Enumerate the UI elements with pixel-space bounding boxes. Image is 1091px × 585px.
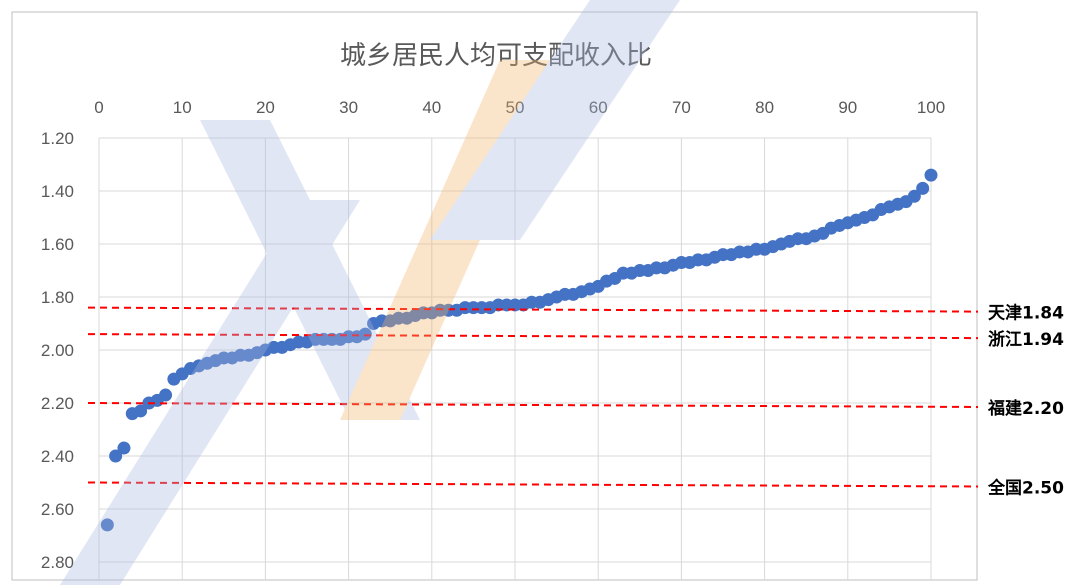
y-axis-ticks: 1.20 1.40 1.60 1.80 2.00 2.20 2.40 2.60 2.80 [41, 129, 74, 572]
scatter-series [100, 168, 938, 532]
x-tick-label: 10 [173, 98, 192, 117]
data-point [100, 518, 114, 532]
reference-line [87, 481, 979, 488]
x-tick-label: 70 [672, 98, 691, 117]
data-point [117, 441, 131, 455]
reference-line [87, 333, 979, 340]
x-tick-label: 90 [838, 98, 857, 117]
x-tick-label: 80 [755, 98, 774, 117]
data-point [109, 449, 123, 463]
x-tick-label: 50 [506, 98, 525, 117]
chart-frame [11, 11, 978, 581]
y-tick-label: 2.20 [41, 394, 74, 413]
data-point [916, 181, 930, 195]
data-point [134, 404, 148, 418]
reference-line [87, 402, 979, 408]
x-axis-ticks: 0 10 20 30 40 50 60 70 80 90 100 [94, 98, 945, 117]
y-tick-label: 2.60 [41, 500, 74, 519]
reference-line-label: 全国2.50 [987, 478, 1064, 499]
reference-lines: 天津1.84 浙江1.94 福建2.20 全国2.50 [87, 303, 1064, 499]
reference-line-label: 福建2.20 [987, 398, 1064, 419]
x-tick-label: 0 [94, 98, 103, 117]
data-point [924, 168, 938, 182]
y-tick-label: 1.20 [41, 129, 74, 148]
x-tick-label: 100 [917, 98, 945, 117]
reference-line [87, 306, 979, 313]
y-tick-label: 1.80 [41, 288, 74, 307]
data-point [159, 388, 173, 402]
chart-title: 城乡居民人均可支配收入比 [340, 41, 652, 71]
y-tick-label: 1.40 [41, 182, 74, 201]
y-tick-label: 2.80 [41, 553, 74, 572]
y-tick-label: 1.60 [41, 235, 74, 254]
x-tick-label: 40 [422, 98, 441, 117]
y-tick-label: 2.40 [41, 447, 74, 466]
reference-line-label: 浙江1.94 [988, 329, 1064, 350]
x-tick-label: 30 [339, 98, 358, 117]
x-tick-label: 60 [589, 98, 608, 117]
x-tick-label: 20 [256, 98, 275, 117]
y-tick-label: 2.00 [41, 341, 74, 360]
reference-line-label: 天津1.84 [988, 303, 1064, 324]
data-point [358, 327, 372, 341]
data-point [907, 189, 921, 203]
